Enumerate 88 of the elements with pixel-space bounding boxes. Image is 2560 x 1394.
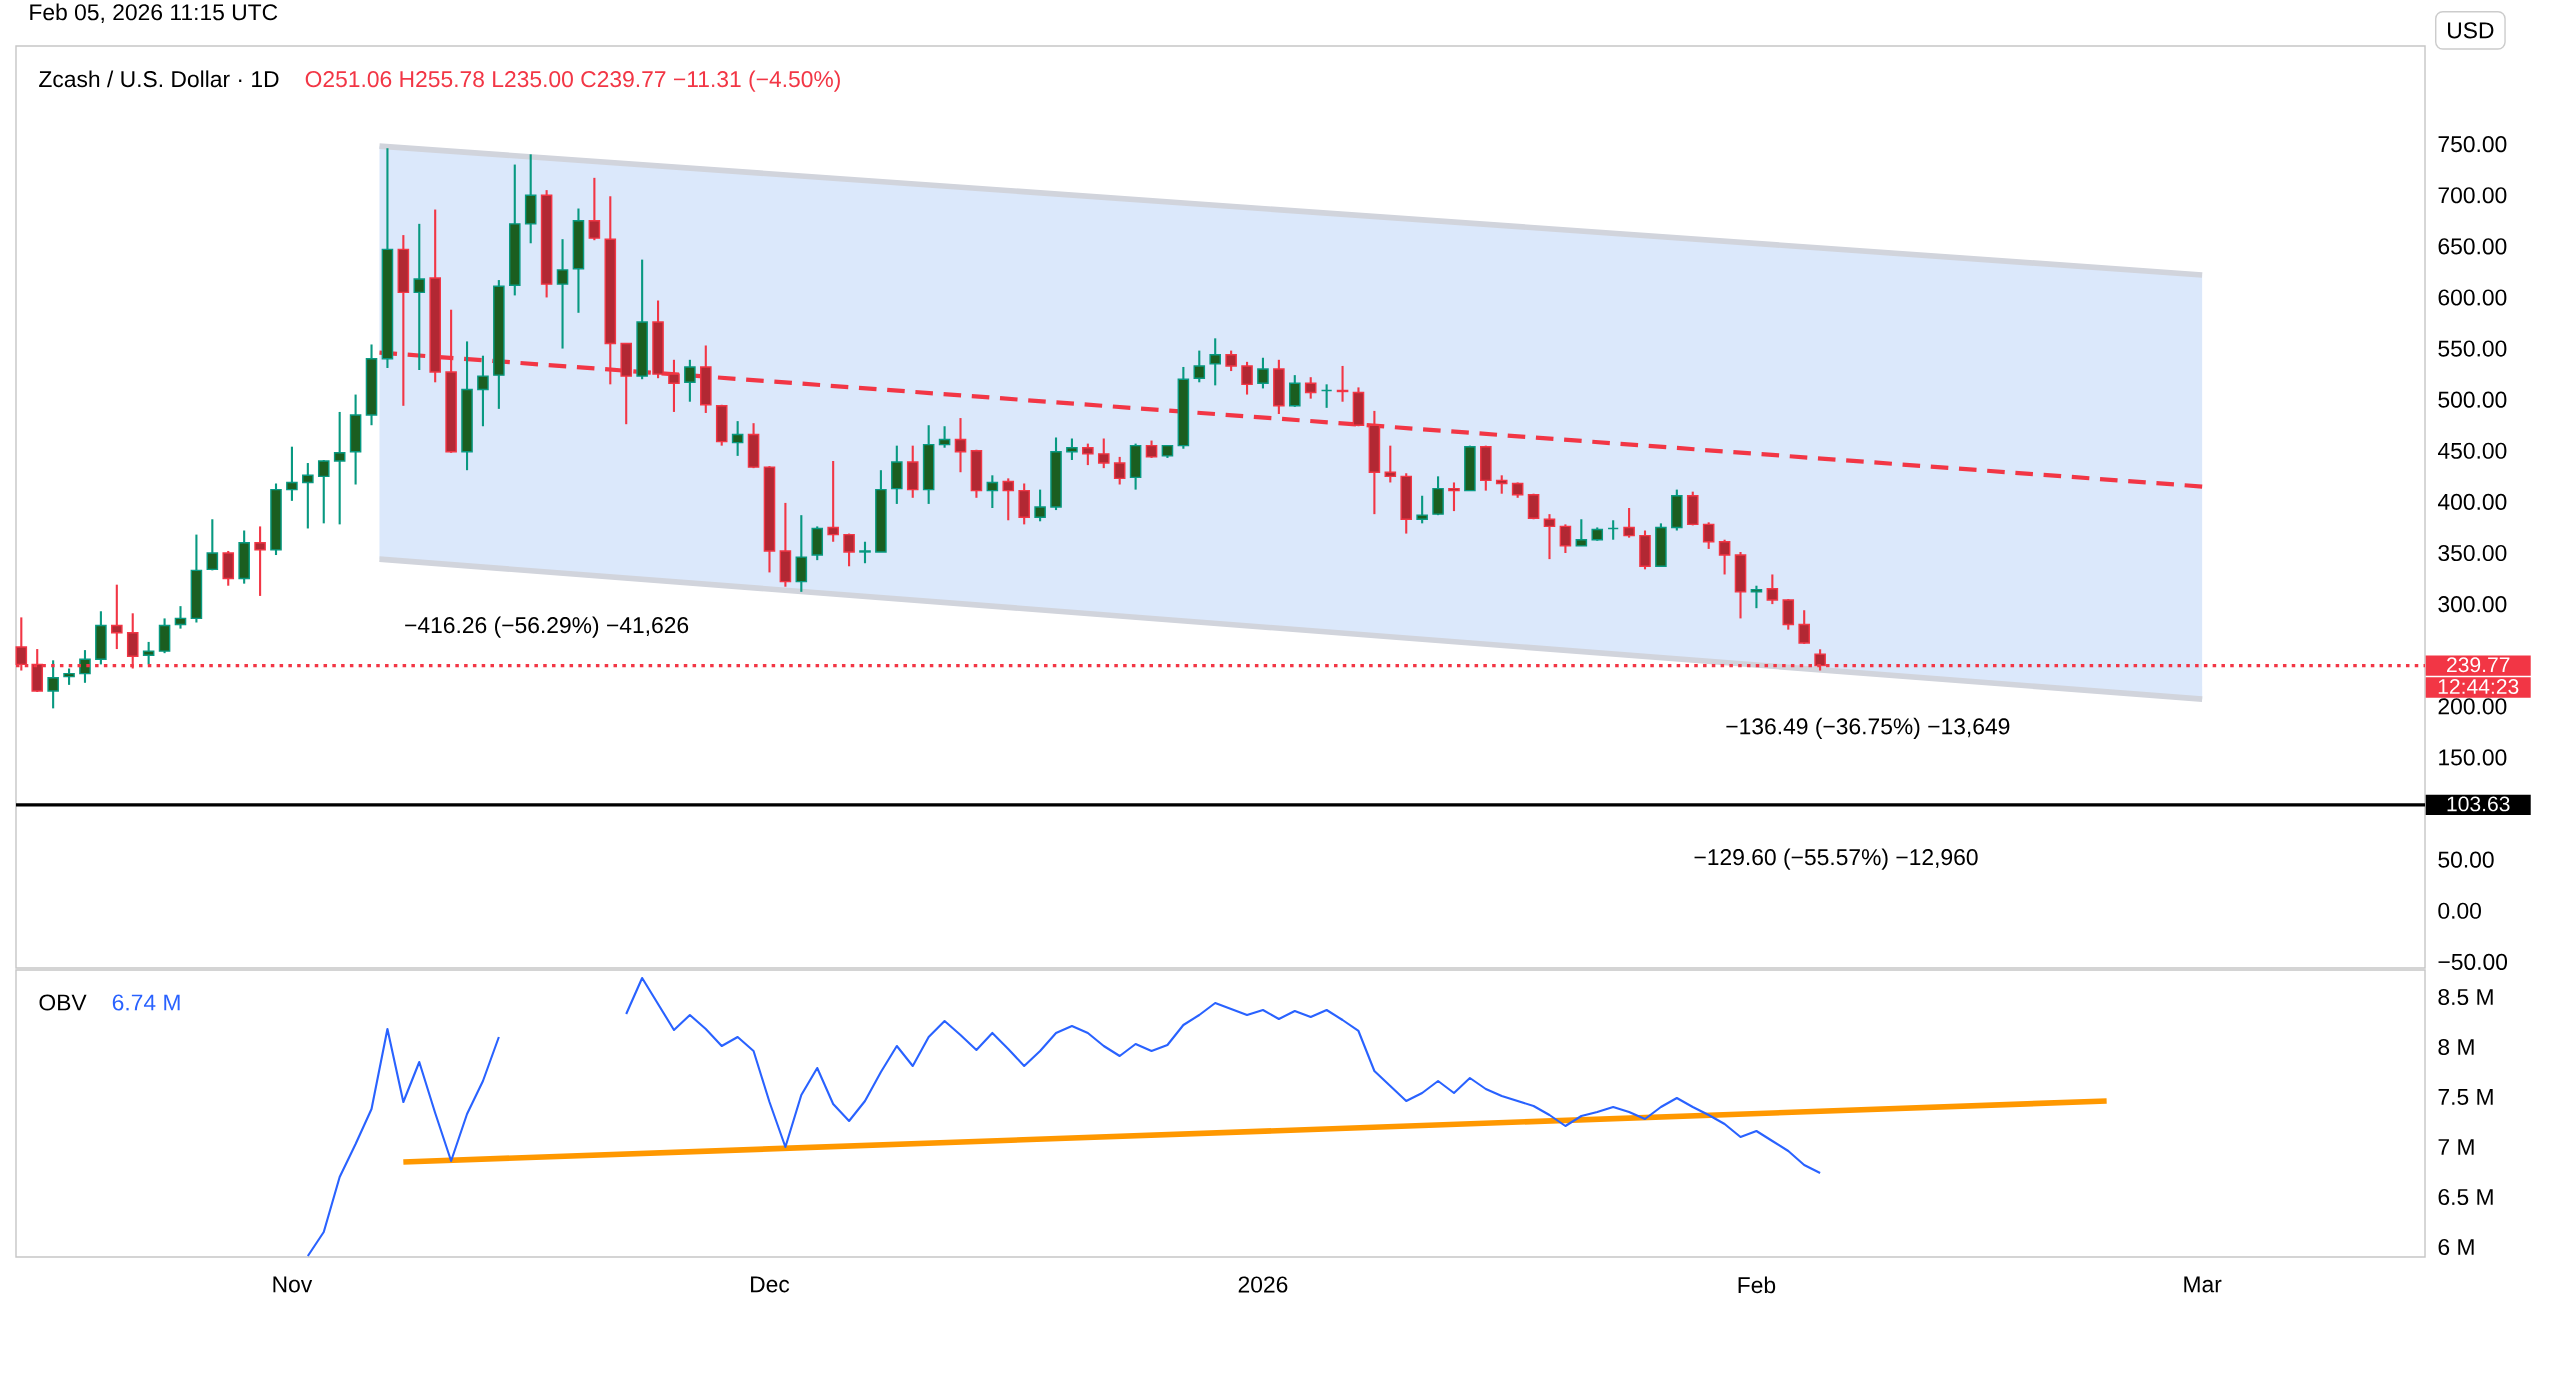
candlestick	[111, 583, 123, 651]
y-tick-label: 0.00	[2438, 902, 2481, 919]
y-tick-label: 150.00	[2439, 749, 2507, 766]
candlestick	[1002, 477, 1015, 522]
candlestick	[1607, 519, 1619, 541]
y-tick-label: 6.5 M	[2438, 1188, 2493, 1206]
candlestick	[1718, 538, 1731, 576]
x-tick-label: Nov	[273, 1276, 313, 1293]
candlestick	[1702, 521, 1715, 550]
y-tick-label: 300.00	[2438, 596, 2507, 613]
candlestick	[333, 410, 346, 526]
candlestick	[556, 238, 569, 350]
candlestick	[142, 640, 155, 666]
y-tick-label: 700.00	[2438, 187, 2507, 204]
text: Feb 05, 2026 11:15 UTC	[30, 3, 278, 24]
candlestick	[588, 176, 601, 242]
candlestick	[1066, 437, 1078, 462]
candlestick	[1495, 474, 1508, 495]
y-tick-label: 7.5 M	[2438, 1089, 2493, 1105]
candlestick	[954, 417, 967, 474]
y-tick-label: 8 M	[2438, 1038, 2474, 1056]
candlestick	[174, 605, 187, 630]
candlestick	[254, 525, 266, 597]
text: OBV	[39, 994, 87, 1011]
candlestick	[827, 459, 839, 543]
ref-line-label: 103.63	[2447, 796, 2510, 812]
y-tick-label: 400.00	[2437, 493, 2507, 510]
candlestick	[1193, 349, 1206, 384]
y-tick-label: 750.00	[2438, 136, 2507, 153]
y-axis-title: USD	[2448, 22, 2494, 39]
candlestick	[843, 532, 855, 568]
candlestick	[1097, 437, 1110, 470]
candlestick	[1304, 376, 1317, 400]
candlestick	[731, 420, 744, 457]
ref-line-label: 239.77	[2447, 657, 2510, 673]
candlestick	[1113, 455, 1126, 486]
candlestick	[1623, 506, 1635, 539]
y-tick-label: 650.00	[2438, 238, 2507, 255]
candlestick	[1416, 494, 1428, 525]
candlestick	[1543, 513, 1556, 561]
x-tick-label: 2026	[1238, 1276, 1288, 1293]
candlestick	[986, 474, 999, 510]
candlestick	[47, 659, 59, 710]
candlestick	[79, 649, 91, 684]
candlestick	[477, 354, 489, 428]
candlestick	[286, 445, 298, 502]
candlestick	[1288, 374, 1301, 408]
text: O251.06 H255.78 L235.00 C239.77 −11.31 (−4.50%)	[305, 70, 840, 92]
candlestick	[1034, 488, 1046, 523]
candlestick	[1225, 349, 1237, 373]
candlestick	[1766, 573, 1779, 606]
candlestick	[1798, 609, 1810, 646]
candlestick	[1209, 337, 1221, 387]
candlestick	[684, 358, 696, 403]
y-tick-label: 500.00	[2438, 391, 2507, 408]
y-tick-label: 350.00	[2438, 544, 2507, 562]
candlestick	[302, 461, 314, 530]
x-tick-label: Dec	[751, 1276, 790, 1293]
candlestick	[1559, 523, 1572, 555]
candlestick	[206, 518, 219, 572]
candlestick	[1257, 356, 1269, 390]
candlestick	[668, 358, 680, 413]
candlestick	[1082, 442, 1094, 467]
candlestick	[1448, 481, 1460, 513]
candlestick	[1241, 360, 1253, 396]
y-tick-label: 7 M	[2438, 1139, 2474, 1155]
y-tick-label: −50.00	[2438, 953, 2508, 970]
candlestick	[1750, 584, 1763, 610]
candlestick	[413, 222, 426, 372]
text: 6.74 M	[112, 994, 180, 1011]
y-tick-label: 200.00	[2438, 698, 2507, 715]
x-tick-label: Feb	[1738, 1276, 1776, 1294]
candlestick	[859, 540, 871, 565]
candlestick	[317, 458, 330, 525]
annotation: −129.60 (−55.57%) −12,960	[1694, 848, 1978, 870]
y-tick-label: 8.5 M	[2438, 988, 2493, 1006]
y-tick-label: 550.00	[2438, 340, 2507, 357]
y-tick-label: 50.00	[2438, 851, 2494, 868]
x-tick-label: Mar	[2184, 1276, 2222, 1293]
text: Zcash / U.S. Dollar · 1D	[39, 70, 279, 88]
annotation: −136.49 (−36.75%) −13,649	[1726, 717, 2010, 739]
candlestick	[1575, 518, 1588, 547]
candlestick	[1320, 383, 1333, 409]
y-tick-label: 6 M	[2438, 1238, 2474, 1256]
annotation: −416.26 (−56.29%) −41,626	[405, 616, 689, 638]
y-tick-label: 600.00	[2438, 289, 2507, 306]
text: 12:44:23	[2438, 679, 2519, 694]
y-tick-label: 450.00	[2437, 442, 2507, 459]
